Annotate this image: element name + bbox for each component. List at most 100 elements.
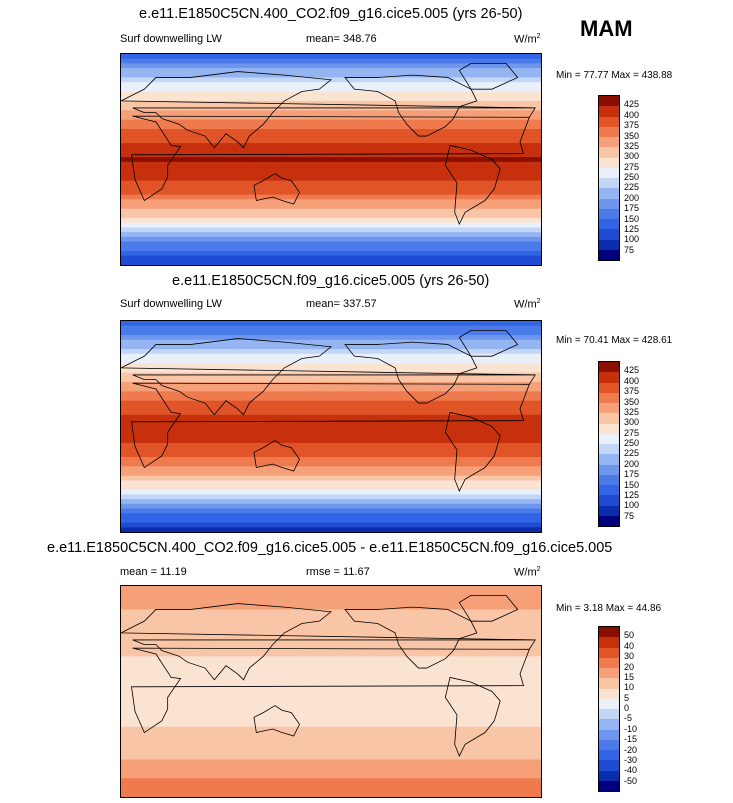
map-band bbox=[121, 321, 541, 327]
colorbar-tick-label: 0 bbox=[624, 703, 630, 713]
map-band bbox=[121, 623, 541, 629]
colorbar-tick-label: 20 bbox=[624, 661, 635, 672]
map-band bbox=[121, 726, 541, 732]
map-band bbox=[121, 670, 541, 676]
map-band bbox=[121, 246, 541, 252]
map-band bbox=[121, 778, 541, 784]
map-band bbox=[121, 367, 541, 374]
map-band bbox=[121, 651, 541, 657]
map-band bbox=[121, 489, 541, 496]
map-band bbox=[121, 129, 541, 135]
coastline bbox=[131, 647, 530, 734]
map-band bbox=[121, 679, 541, 686]
panel-3-map-svg bbox=[121, 586, 541, 797]
colorbar-swatch bbox=[599, 219, 619, 230]
map-band bbox=[121, 754, 541, 761]
map-band bbox=[121, 792, 541, 797]
colorbar-swatch bbox=[599, 96, 619, 107]
coastline bbox=[458, 62, 519, 90]
map-band bbox=[121, 241, 541, 247]
colorbar-tick-label: 300 bbox=[624, 151, 640, 162]
colorbar-tick-label: -10 bbox=[624, 723, 638, 734]
colorbar-tick-label: 350 bbox=[624, 130, 640, 141]
map-band bbox=[121, 54, 541, 60]
coastline bbox=[131, 382, 530, 469]
colorbar-tick-label: 375 bbox=[624, 120, 640, 131]
map-band bbox=[121, 157, 541, 163]
colorbar-swatch bbox=[599, 239, 619, 250]
colorbar-swatch bbox=[599, 116, 619, 127]
map-band bbox=[121, 698, 541, 704]
map-band bbox=[121, 684, 541, 690]
map-band bbox=[121, 175, 541, 182]
colorbar-swatch bbox=[599, 444, 619, 455]
map-band bbox=[121, 68, 541, 74]
colorbar-swatch bbox=[599, 657, 619, 668]
map-band bbox=[121, 586, 541, 592]
colorbar-swatch bbox=[599, 739, 619, 750]
map-band bbox=[121, 628, 541, 634]
colorbar-swatch bbox=[599, 770, 619, 781]
colorbar-tick-label: 325 bbox=[624, 140, 640, 151]
map-band bbox=[121, 517, 541, 524]
colorbar-tick-label: 125 bbox=[624, 489, 640, 500]
map-band bbox=[121, 452, 541, 458]
colorbar-tick-label: -30 bbox=[624, 754, 638, 765]
panel-3-mean-label: mean = 11.19 bbox=[120, 566, 187, 578]
colorbar-tick-label: 375 bbox=[624, 386, 640, 397]
map-band bbox=[121, 147, 541, 154]
map-band bbox=[121, 91, 541, 97]
colorbar-swatch bbox=[599, 147, 619, 158]
map-band bbox=[121, 675, 541, 681]
coastline bbox=[344, 341, 478, 404]
map-band bbox=[121, 114, 541, 121]
map-band bbox=[121, 461, 541, 467]
map-band bbox=[121, 325, 541, 331]
map-band bbox=[121, 513, 541, 519]
map-band bbox=[121, 166, 541, 172]
map-band bbox=[121, 494, 541, 500]
map-band bbox=[121, 152, 541, 158]
colorbar-tick-label: 15 bbox=[624, 671, 635, 682]
panel-2-minmax: Min = 70.41 Max = 428.61 bbox=[556, 335, 673, 346]
colorbar-swatch bbox=[599, 249, 619, 260]
map-band bbox=[121, 63, 541, 69]
colorbar-swatch bbox=[599, 126, 619, 137]
colorbar-tick-label: 400 bbox=[624, 375, 640, 386]
panel-2-title: e.e11.E1850C5CN.f09_g16.cice5.005 (yrs 2… bbox=[172, 273, 490, 289]
map-band bbox=[121, 119, 541, 125]
colorbar-tick-label: 300 bbox=[624, 417, 640, 428]
map-band bbox=[121, 353, 541, 360]
colorbar-tick-label: 10 bbox=[624, 682, 635, 693]
map-band bbox=[121, 600, 541, 606]
coastline bbox=[253, 173, 300, 205]
colorbar-swatch bbox=[599, 403, 619, 414]
map-band bbox=[121, 335, 541, 341]
colorbar-swatch bbox=[599, 780, 619, 791]
panel-1-minmax: Min = 77.77 Max = 438.88 bbox=[556, 70, 673, 81]
map-band bbox=[121, 736, 541, 742]
coastline bbox=[444, 411, 501, 492]
map-band bbox=[121, 433, 541, 439]
map-band bbox=[121, 475, 541, 482]
colorbar-tick-label: 150 bbox=[624, 479, 640, 490]
map-band bbox=[121, 499, 541, 505]
colorbar-swatch bbox=[599, 229, 619, 240]
map-band bbox=[121, 750, 541, 756]
colorbar-tick-label: 30 bbox=[624, 651, 635, 662]
coastline bbox=[121, 338, 536, 416]
season-label: MAM bbox=[580, 16, 633, 41]
colorbar-tick-label: 125 bbox=[624, 223, 640, 234]
panel-1-units-label: W/m2 bbox=[514, 33, 541, 46]
colorbar-tick-label: 350 bbox=[624, 396, 640, 407]
colorbar-tick-label: 425 bbox=[624, 365, 640, 376]
panel-1-map-svg bbox=[121, 54, 541, 265]
map-band bbox=[121, 665, 541, 671]
map-band bbox=[121, 428, 541, 435]
map-band bbox=[121, 471, 541, 477]
panel-3-minmax: Min = 3.18 Max = 44.86 bbox=[556, 603, 662, 614]
colorbar-swatch bbox=[599, 698, 619, 709]
map-band bbox=[121, 232, 541, 238]
colorbar-swatch bbox=[599, 106, 619, 117]
colorbar-swatch bbox=[599, 157, 619, 168]
